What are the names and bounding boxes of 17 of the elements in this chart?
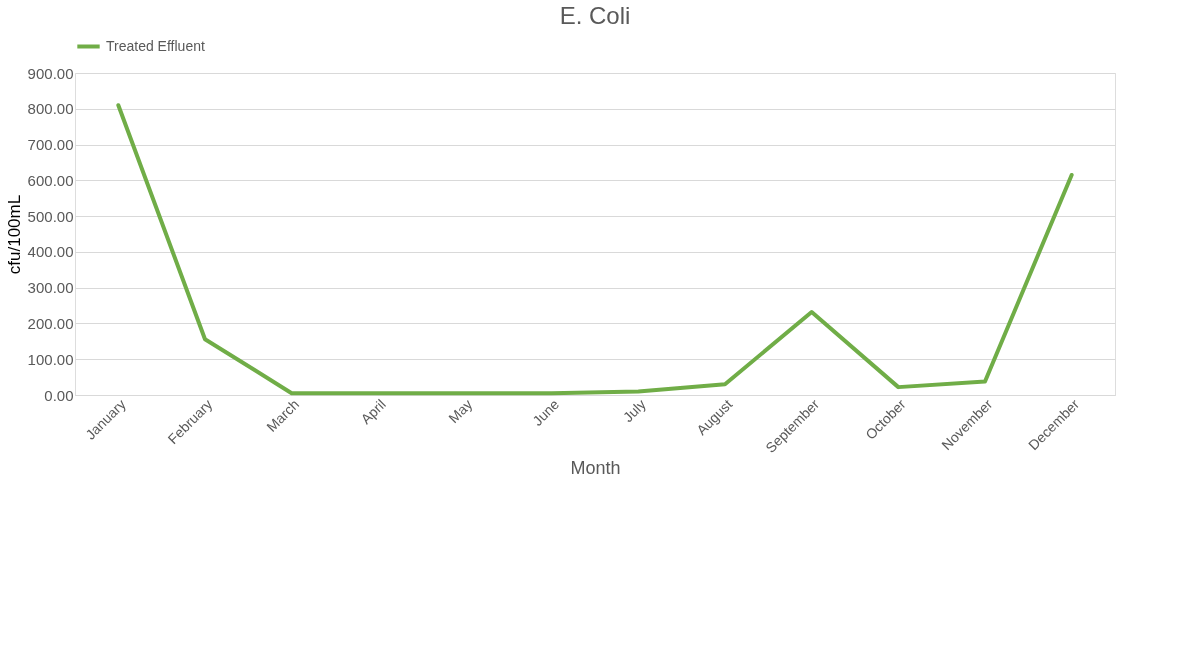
legend-label: Treated Effluent	[106, 37, 205, 54]
chart-title: E. Coli	[559, 2, 631, 29]
x-axis-title: Month	[570, 457, 621, 478]
x-tick-label: July	[619, 396, 649, 426]
x-tick-label: May	[445, 396, 476, 427]
y-tick-label: 300.00	[27, 279, 74, 297]
y-tick-label: 0.00	[44, 386, 74, 404]
y-tick-label: 900.00	[27, 64, 74, 82]
y-tick-label: 100.00	[27, 350, 74, 368]
y-tick-label: 400.00	[27, 243, 74, 261]
line-series	[116, 103, 1074, 396]
y-tick-label: 700.00	[27, 136, 74, 154]
y-tick-label: 200.00	[27, 314, 74, 332]
y-axis-title: cfu/100mL	[4, 194, 24, 275]
y-tick-label: 600.00	[27, 171, 74, 189]
y-tick-label: 500.00	[27, 207, 74, 225]
y-tick-label: 800.00	[27, 100, 74, 118]
